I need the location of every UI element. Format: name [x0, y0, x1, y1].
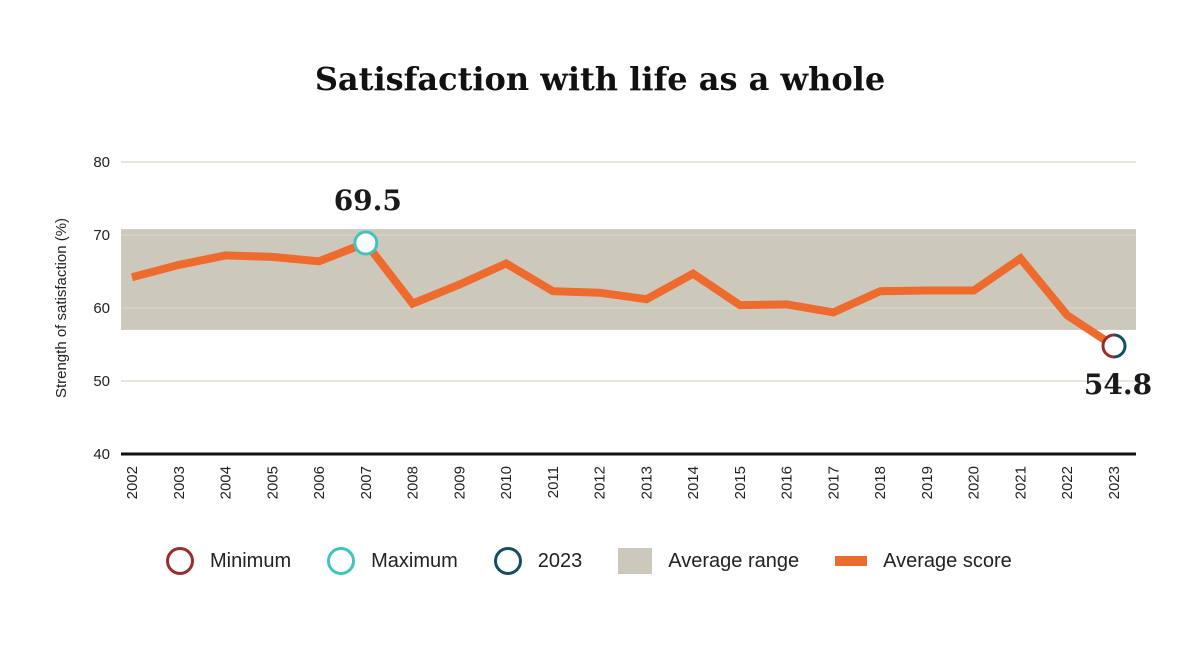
y-axis-title: Strength of satisfaction (%) — [53, 218, 70, 398]
maximum-marker — [353, 230, 379, 256]
x-tick-label: 2012 — [592, 466, 609, 499]
y-tick-label: 70 — [93, 227, 110, 244]
legend: Minimum Maximum 2023 Average range Average s… — [166, 544, 1048, 578]
x-tick-label: 2023 — [1106, 466, 1123, 499]
x-tick-label: 2016 — [779, 466, 796, 499]
x-tick-label: 2007 — [358, 466, 375, 499]
legend-label: Average score — [883, 549, 1012, 572]
x-tick-label: 2022 — [1059, 466, 1076, 499]
x-tick-label: 2011 — [545, 466, 562, 498]
x-tick-label: 2020 — [966, 466, 983, 499]
x-tick-label: 2021 — [1012, 466, 1029, 499]
marker-2023-fill — [1103, 334, 1125, 357]
y-tick-label: 50 — [93, 373, 110, 390]
x-tick-label: 2013 — [638, 466, 655, 499]
legend-item-score: Average score — [835, 550, 1012, 573]
legend-range-swatch — [618, 548, 653, 574]
minimum-value-label: 54.8 — [1084, 368, 1152, 401]
x-tick-label: 2002 — [124, 466, 141, 499]
legend-circle-icon — [327, 547, 356, 575]
y-tick-label: 40 — [93, 446, 110, 463]
y-tick-label: 80 — [93, 154, 110, 171]
legend-circle-icon — [166, 547, 194, 575]
legend-circle-icon — [493, 547, 522, 575]
legend-label: Maximum — [371, 549, 458, 572]
legend-line-swatch — [835, 556, 868, 566]
marker-2023-half — [1113, 333, 1127, 359]
legend-label: 2023 — [537, 549, 583, 572]
y-tick-label: 60 — [93, 300, 110, 317]
x-tick-label: 2015 — [732, 466, 749, 499]
legend-item-year2023: 2023 — [493, 547, 583, 575]
x-tick-label: 2005 — [264, 466, 281, 499]
legend-item-maximum: Maximum — [327, 547, 458, 575]
average-range-band — [121, 229, 1136, 330]
x-tick-label: 2008 — [405, 466, 422, 499]
minimum-marker-half — [1101, 333, 1115, 359]
x-tick-label: 2018 — [872, 466, 889, 499]
x-tick-label: 2010 — [498, 466, 515, 499]
legend-item-range: Average range — [618, 548, 799, 574]
x-tick-label: 2006 — [311, 466, 328, 499]
x-tick-label: 2003 — [171, 466, 188, 499]
x-tick-label: 2004 — [218, 466, 235, 499]
x-tick-label: 2019 — [919, 466, 936, 499]
legend-item-minimum: Minimum — [166, 547, 291, 575]
average-score-line — [130, 238, 1117, 350]
legend-label: Average range — [668, 549, 800, 572]
x-tick-label: 2014 — [685, 466, 702, 499]
legend-label: Minimum — [210, 549, 292, 572]
x-tick-label: 2017 — [825, 466, 842, 499]
x-tick-label: 2009 — [451, 466, 468, 499]
chart-title: Satisfaction with life as a whole — [314, 60, 886, 98]
maximum-value-label: 69.5 — [334, 184, 402, 217]
